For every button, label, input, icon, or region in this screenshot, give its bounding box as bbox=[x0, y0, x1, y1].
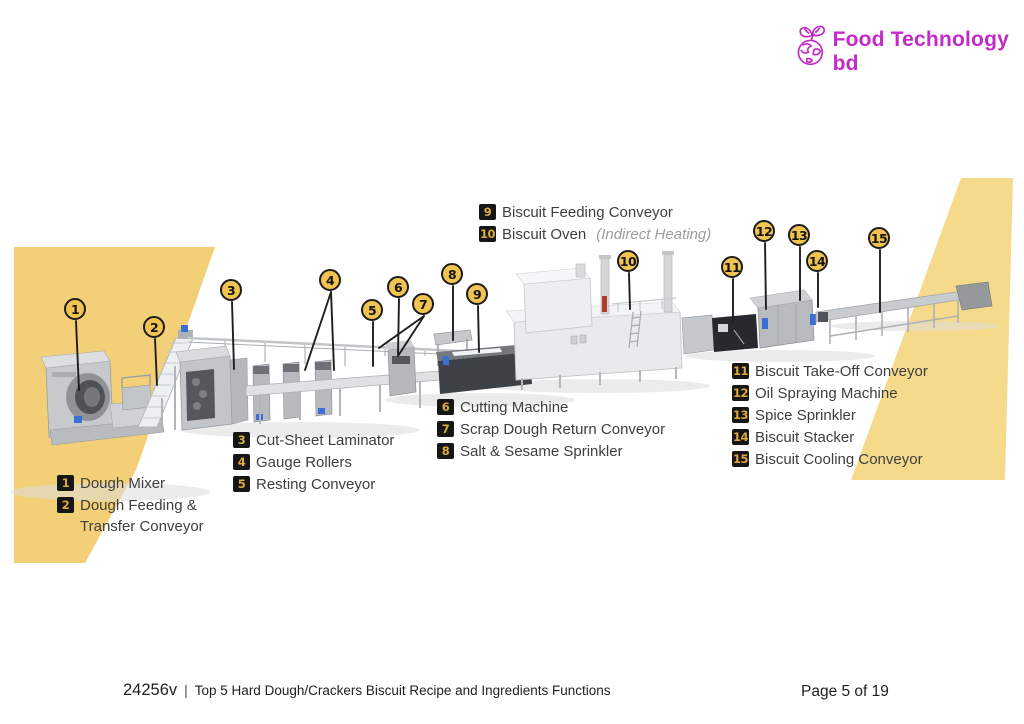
legend-number-badge: 14 bbox=[732, 429, 749, 445]
footer-reference: 24256v | Top 5 Hard Dough/Crackers Biscu… bbox=[123, 681, 611, 700]
legend-label: Dough Mixer bbox=[80, 475, 166, 492]
legend-note: (Indirect Heating) bbox=[596, 226, 712, 243]
callout-circle-14: 14 bbox=[806, 250, 828, 272]
legend-item-14: 14 Biscuit Stacker bbox=[732, 427, 928, 448]
legend-label: Dough Feeding & Transfer Conveyor bbox=[80, 497, 204, 535]
document-title: Top 5 Hard Dough/Crackers Biscuit Recipe… bbox=[194, 683, 611, 698]
legend-label: Cutting Machine bbox=[460, 399, 569, 416]
legend-number-badge: 13 bbox=[732, 407, 749, 423]
callout-circle-11: 11 bbox=[721, 256, 743, 278]
cut-sheet-laminator-machine bbox=[175, 345, 249, 431]
legend-number-badge: 9 bbox=[479, 204, 496, 220]
legend-item-3: 3 Cut-Sheet Laminator bbox=[233, 430, 394, 451]
footer-separator: | bbox=[184, 682, 188, 698]
legend-label: Biscuit Cooling Conveyor bbox=[755, 451, 923, 468]
callout-circle-15: 15 bbox=[868, 227, 890, 249]
callout-circle-5: 5 bbox=[361, 299, 383, 321]
legend-item-9: 9 Biscuit Feeding Conveyor bbox=[479, 202, 711, 223]
legend-item-12: 12 Oil Spraying Machine bbox=[732, 383, 928, 404]
legend-label: Salt & Sesame Sprinkler bbox=[460, 443, 623, 460]
legend-item-4: 4 Gauge Rollers bbox=[233, 452, 394, 473]
biscuit-feeding-conveyor-machine bbox=[436, 344, 532, 394]
biscuit-cooling-conveyor-machine bbox=[815, 281, 993, 344]
callout-circle-10: 10 bbox=[617, 250, 639, 272]
globe-sprout-icon bbox=[797, 25, 825, 66]
legend-number-badge: 11 bbox=[732, 363, 749, 379]
callout-circle-1: 1 bbox=[64, 298, 86, 320]
biscuit-oven-machine bbox=[505, 251, 683, 390]
callout-circle-3: 3 bbox=[220, 279, 242, 301]
legend-label: Oil Spraying Machine bbox=[755, 385, 898, 402]
brand-name: Food Technology bd bbox=[832, 28, 1009, 75]
legend-group-oven: 9 Biscuit Feeding Conveyor 10 Biscuit Ov… bbox=[479, 202, 711, 246]
legend-label: Biscuit Feeding Conveyor bbox=[502, 204, 673, 221]
legend-number-badge: 3 bbox=[233, 432, 250, 448]
legend-item-11: 11 Biscuit Take-Off Conveyor bbox=[732, 361, 928, 382]
legend-group-cutting: 6 Cutting Machine 7 Scrap Dough Return C… bbox=[437, 397, 665, 463]
legend-label: Biscuit Stacker bbox=[755, 429, 855, 446]
legend-number-badge: 4 bbox=[233, 454, 250, 470]
legend-item-5: 5 Resting Conveyor bbox=[233, 474, 394, 495]
page-number: Page 5 of 19 bbox=[801, 683, 889, 700]
callout-circle-12: 12 bbox=[753, 220, 775, 242]
callout-circle-7: 7 bbox=[412, 293, 434, 315]
cutting-machine bbox=[385, 340, 417, 397]
legend-item-8: 8 Salt & Sesame Sprinkler bbox=[437, 441, 665, 462]
brand-logo: Food Technology bd bbox=[792, 14, 1024, 76]
legend-item-13: 13 Spice Sprinkler bbox=[732, 405, 928, 426]
callout-circle-9: 9 bbox=[466, 283, 488, 305]
legend-number-badge: 1 bbox=[57, 475, 74, 491]
legend-number-badge: 8 bbox=[437, 443, 454, 459]
legend-label: Cut-Sheet Laminator bbox=[256, 432, 395, 449]
legend-number-badge: 6 bbox=[437, 399, 454, 415]
legend-group-mixing: 1 Dough Mixer 2 Dough Feeding & Transfer… bbox=[57, 473, 227, 538]
legend-item-1: 1 Dough Mixer bbox=[57, 473, 227, 494]
legend-number-badge: 10 bbox=[479, 226, 496, 242]
callout-circle-4: 4 bbox=[319, 269, 341, 291]
legend-group-laminating: 3 Cut-Sheet Laminator 4 Gauge Rollers 5 … bbox=[233, 430, 394, 496]
legend-item-2: 2 Dough Feeding & Transfer Conveyor bbox=[57, 495, 227, 537]
legend-label: Biscuit Take-Off Conveyor bbox=[755, 363, 928, 380]
legend-label: Resting Conveyor bbox=[256, 476, 376, 493]
legend-group-finishing: 11 Biscuit Take-Off Conveyor 12 Oil Spra… bbox=[732, 361, 928, 471]
document-code: 24256v bbox=[123, 681, 178, 699]
legend-item-10: 10 Biscuit Oven (Indirect Heating) bbox=[479, 224, 711, 245]
legend-label: Gauge Rollers bbox=[256, 454, 352, 471]
spray-sprinkle-stack-machines bbox=[749, 289, 816, 349]
legend-number-badge: 7 bbox=[437, 421, 454, 437]
legend-number-badge: 12 bbox=[732, 385, 749, 401]
legend-item-6: 6 Cutting Machine bbox=[437, 397, 665, 418]
legend-item-15: 15 Biscuit Cooling Conveyor bbox=[732, 449, 928, 470]
legend-item-7: 7 Scrap Dough Return Conveyor bbox=[437, 419, 665, 440]
callout-circle-2: 2 bbox=[143, 316, 165, 338]
callout-stems bbox=[75, 242, 881, 391]
legend-label: Scrap Dough Return Conveyor bbox=[460, 421, 666, 438]
legend-number-badge: 15 bbox=[732, 451, 749, 467]
callout-circle-8: 8 bbox=[441, 263, 463, 285]
legend-number-badge: 5 bbox=[233, 476, 250, 492]
callout-circle-6: 6 bbox=[387, 276, 409, 298]
legend-number-badge: 2 bbox=[57, 497, 74, 513]
biscuit-take-off-conveyor-machine bbox=[681, 314, 758, 355]
legend-label: Spice Sprinkler bbox=[755, 407, 856, 424]
callout-circle-13: 13 bbox=[788, 224, 810, 246]
legend-label: Biscuit Oven bbox=[502, 226, 587, 243]
